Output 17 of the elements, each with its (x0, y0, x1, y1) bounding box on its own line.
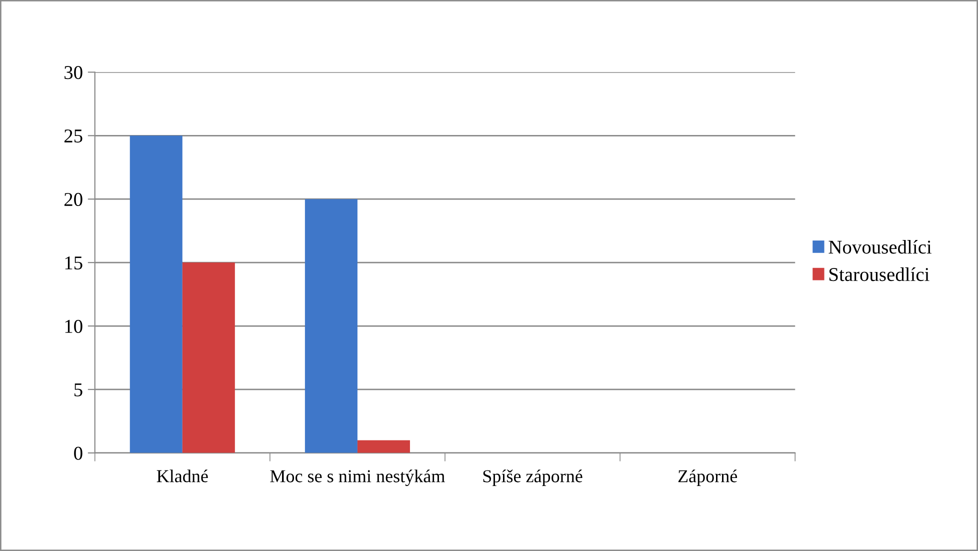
x-tick-label: Spíše záporné (483, 470, 582, 486)
x-tick-label: Kladné (156, 470, 208, 482)
legend-label: Novousedlíci (828, 240, 932, 254)
legend-label: Starousedlíci (829, 267, 930, 282)
y-tick-label: 15 (65, 256, 82, 270)
y-tick-label: 20 (64, 192, 82, 206)
bar (304, 199, 358, 453)
y-tick-label: 25 (64, 130, 82, 143)
bar (182, 262, 235, 453)
x-tick-label: Záporné (678, 470, 738, 486)
y-tick-label: 30 (64, 66, 82, 80)
y-tick-label: 10 (65, 320, 82, 333)
y-tick-label: 5 (74, 383, 82, 396)
x-tick-label: Moc se s nimi nestýkám (270, 470, 445, 486)
bar (357, 440, 410, 453)
bar (130, 136, 182, 453)
y-tick-label: 0 (74, 446, 82, 460)
